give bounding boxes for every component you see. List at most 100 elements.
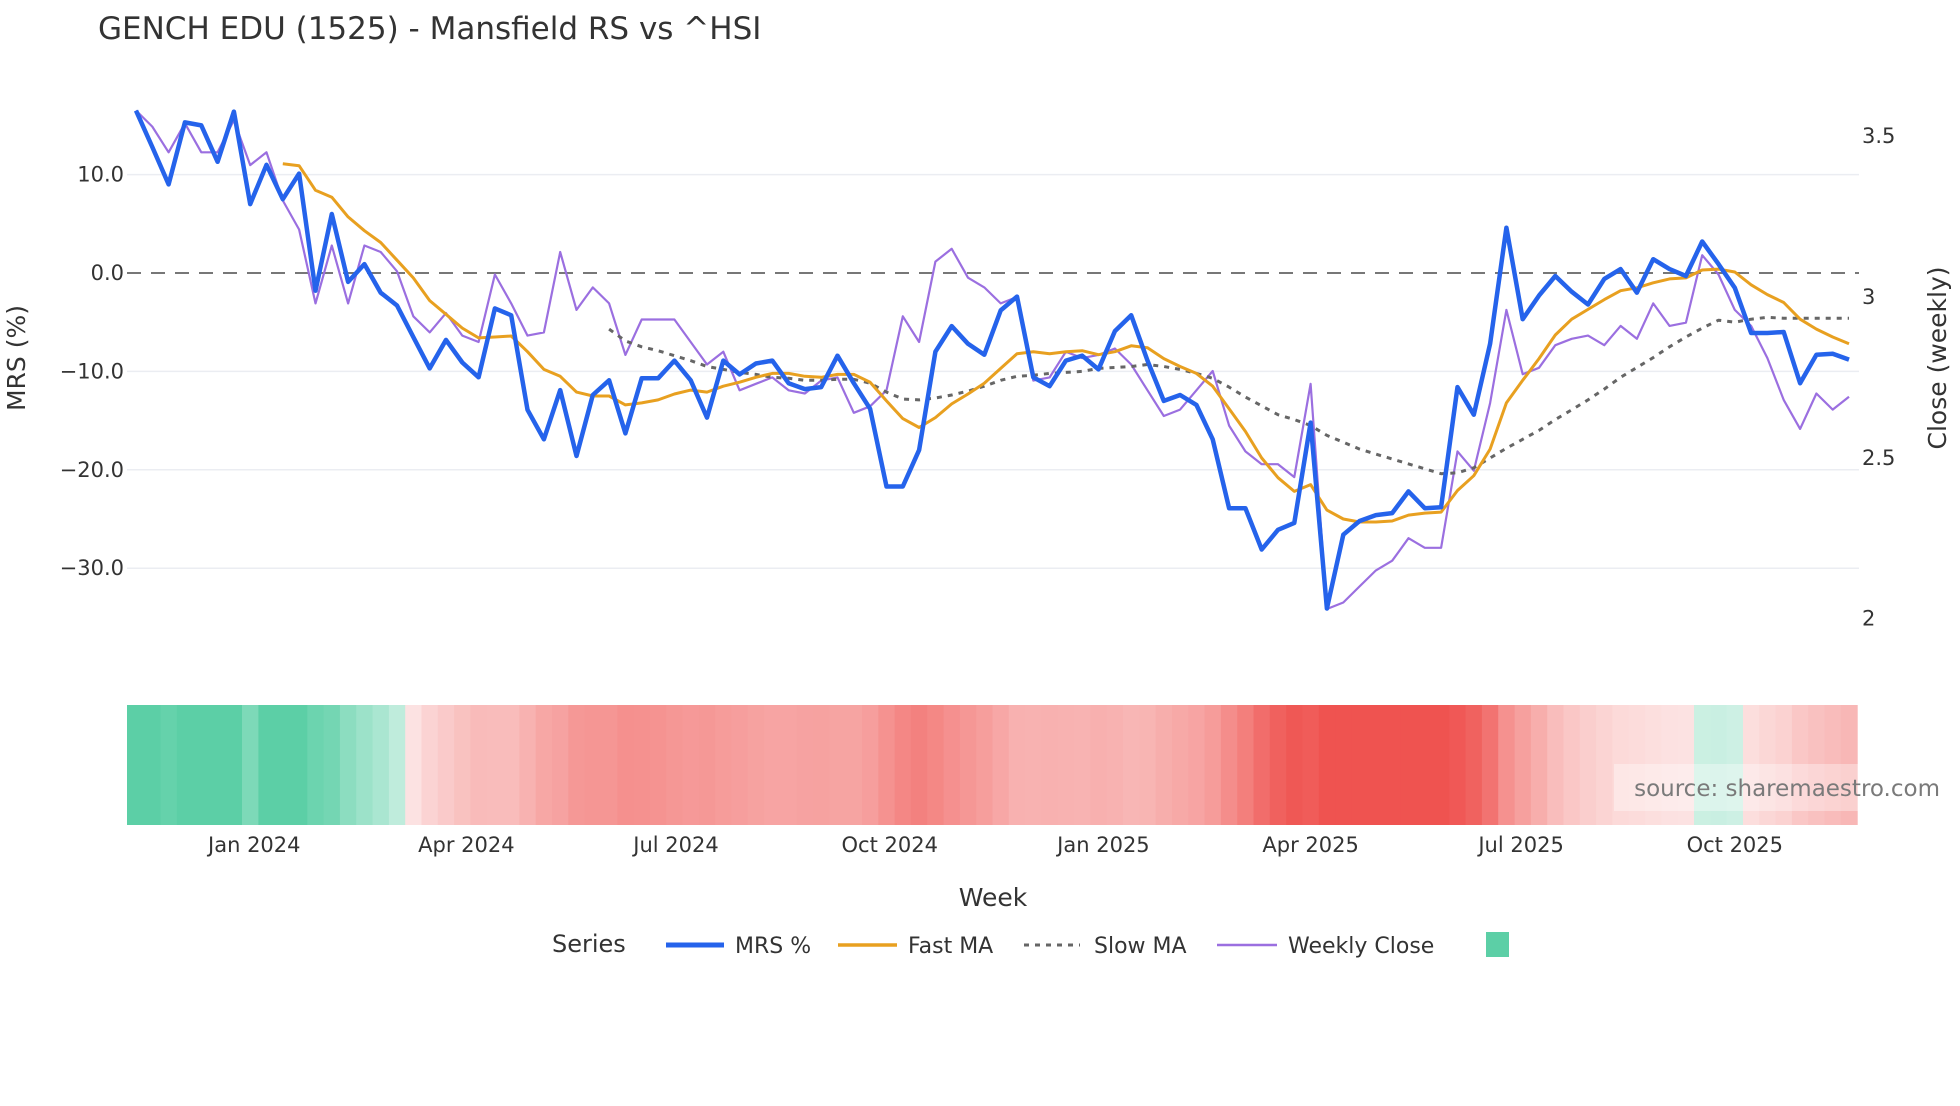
x-axis-title: Week <box>959 883 1028 912</box>
heatmap-cell <box>959 705 977 825</box>
heatmap-cell <box>829 705 847 825</box>
heatmap-cell <box>1416 705 1434 825</box>
x-tick-label: Jan 2024 <box>206 833 301 857</box>
heatmap-cell <box>927 705 945 825</box>
y-axis-right-ticks: 3.5 3 2.5 2 <box>1862 124 1895 630</box>
heatmap-cell <box>1547 705 1565 825</box>
heatmap-cell <box>1433 705 1450 825</box>
x-tick-label: Oct 2025 <box>1687 833 1783 857</box>
heatmap-cell <box>1335 705 1352 825</box>
heatmap-cell <box>1237 705 1255 825</box>
heatmap-cell <box>862 705 879 825</box>
heatmap-cell <box>1710 705 1728 825</box>
heatmap-cell <box>1139 705 1157 825</box>
heatmap-cell <box>470 705 488 825</box>
y-tick-label: 10.0 <box>77 163 124 187</box>
heatmap-cell <box>649 705 667 825</box>
heatmap-cell <box>698 705 716 825</box>
heatmap-cell <box>1449 705 1467 825</box>
heatmap-cell <box>1791 705 1809 825</box>
x-tick-label: Jan 2025 <box>1055 833 1150 857</box>
heatmap-cell <box>1220 705 1238 825</box>
heatmap-cell <box>356 705 374 825</box>
heatmap-cell <box>666 705 684 825</box>
heatmap-cell <box>584 705 602 825</box>
legend-item-fast-ma[interactable]: Fast MA <box>838 934 993 959</box>
heatmap-cell <box>421 705 439 825</box>
heatmap-cell <box>519 705 537 825</box>
heatmap-cell <box>1694 705 1711 825</box>
heatmap-cell <box>617 705 635 825</box>
x-tick-label: Oct 2024 <box>842 833 938 857</box>
heatmap-cell <box>552 705 569 825</box>
heatmap-cell <box>1498 705 1516 825</box>
heatmap-cell <box>910 705 928 825</box>
legend-label-weekly-close: Weekly Close <box>1288 934 1434 959</box>
heatmap-cell <box>176 705 194 825</box>
heatmap-cell <box>1726 705 1744 825</box>
heatmap-cell <box>307 705 325 825</box>
heatmap-cell <box>1123 705 1140 825</box>
heatmap-cell <box>878 705 896 825</box>
heatmap-cell <box>1808 705 1826 825</box>
heatmap-cell <box>943 705 961 825</box>
heatmap-cell <box>1008 705 1026 825</box>
heatmap-cell <box>731 705 749 825</box>
heatmap-cell <box>274 705 292 825</box>
heatmap-cell <box>1612 705 1630 825</box>
heatmap-cell <box>1645 705 1662 825</box>
heatmap-cell <box>1367 705 1385 825</box>
heatmap-cell <box>1351 705 1369 825</box>
y2-tick-label: 2 <box>1862 607 1875 631</box>
y-tick-label: 0.0 <box>91 261 124 285</box>
heatmap-cell <box>780 705 798 825</box>
heatmap-cell <box>323 705 341 825</box>
heatmap-cell <box>715 705 733 825</box>
y-axis-left-ticks: 10.0 0.0 −10.0 −20.0 −30.0 <box>60 163 124 581</box>
gridlines <box>127 173 1859 569</box>
heatmap-cell <box>535 705 553 825</box>
legend-item-weekly-close[interactable]: Weekly Close <box>1217 934 1434 959</box>
y2-tick-label: 2.5 <box>1862 446 1895 470</box>
heatmap-cell <box>503 705 520 825</box>
heatmap-cell <box>992 705 1010 825</box>
heatmap-cell <box>1384 705 1401 825</box>
heatmap-cell <box>1759 705 1777 825</box>
heatmap-cell <box>1253 705 1271 825</box>
heatmap-cell <box>1465 705 1483 825</box>
heatmap-cell <box>388 705 406 825</box>
heatmap-cell <box>894 705 912 825</box>
heatmap-cell <box>1579 705 1597 825</box>
heatmap-cell <box>1041 705 1059 825</box>
heatmap-cell <box>437 705 455 825</box>
heatmap-cell <box>1318 705 1336 825</box>
heatmap-cell <box>1775 705 1793 825</box>
y-tick-label: −30.0 <box>60 556 124 580</box>
heatmap-cell <box>193 705 210 825</box>
chart-title: GENCH EDU (1525) - Mansfield RS vs ^HSI <box>98 11 761 47</box>
y2-tick-label: 3.5 <box>1862 124 1895 148</box>
fast-ma-line <box>282 162 1850 524</box>
heatmap-cell <box>601 705 618 825</box>
x-tick-label: Jul 2024 <box>631 833 718 857</box>
legend-item-slow-ma[interactable]: Slow MA <box>1024 934 1187 959</box>
y-tick-label: −20.0 <box>60 458 124 482</box>
heatmap-cell <box>1302 705 1320 825</box>
x-tick-label: Apr 2024 <box>418 833 514 857</box>
heatmap-cell <box>796 705 814 825</box>
heatmap-cell <box>1563 705 1581 825</box>
heatmap-cell <box>209 705 227 825</box>
heatmap-cell <box>144 705 162 825</box>
watermark-text: source: sharemaestro.com <box>1634 776 1940 802</box>
heatmap-cell <box>1677 705 1695 825</box>
heatmap-cell <box>1530 705 1548 825</box>
slow-ma-line <box>608 315 1849 476</box>
heatmap-cell <box>339 705 357 825</box>
x-tick-label: Jul 2025 <box>1476 833 1563 857</box>
legend-label-fast-ma: Fast MA <box>908 934 993 959</box>
legend-swatch-heatmap[interactable] <box>1486 932 1509 957</box>
heatmap-cell <box>1824 705 1842 825</box>
heatmap-cell <box>568 705 586 825</box>
legend-item-mrs[interactable]: MRS % <box>666 934 811 959</box>
legend-title: Series <box>552 930 626 958</box>
